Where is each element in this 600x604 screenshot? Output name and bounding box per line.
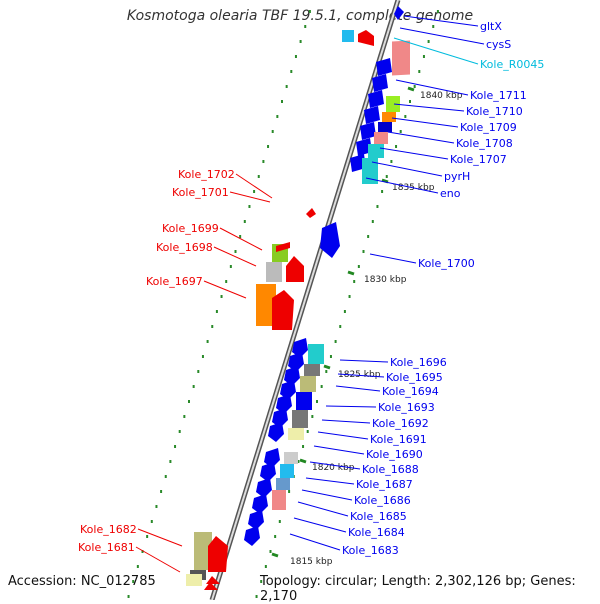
gene-kole-1711[interactable]	[376, 58, 392, 76]
gene-label-kole-1683: Kole_1683	[342, 544, 399, 557]
gene-label-kole-1695: Kole_1695	[386, 371, 443, 384]
gene-label-kole-1710: Kole_1710	[466, 105, 523, 118]
gene-cluster-left	[256, 208, 340, 330]
gene-label-kole-r0045: Kole_R0045	[480, 58, 544, 71]
gene-gltX[interactable]	[394, 6, 404, 20]
gene-kole-1682[interactable]	[194, 532, 212, 570]
gene-label-gltx: gltX	[480, 20, 502, 33]
gene-label-kole-1691: Kole_1691	[370, 433, 427, 446]
gene-label-kole-1707: Kole_1707	[450, 153, 507, 166]
gene-label-kole-1709: Kole_1709	[460, 121, 517, 134]
gene-label-kole-1700: Kole_1700	[418, 257, 475, 270]
kbp-label-1830: 1830 kbp	[364, 275, 407, 285]
gene-kole-1698[interactable]	[266, 262, 282, 282]
gene-kole-1700[interactable]	[320, 222, 340, 258]
gene-label-kole-1698: Kole_1698	[156, 241, 213, 254]
genome-title: Kosmotoga olearia TBF 19.5.1, complete g…	[126, 8, 474, 24]
kbp-label-1840: 1840 kbp	[420, 91, 463, 101]
gene-label-kole-1690: Kole_1690	[366, 448, 423, 461]
gene-label-kole-1686: Kole_1686	[354, 494, 411, 507]
gene-kole-1710[interactable]	[368, 90, 384, 108]
gene-label-kole-1699: Kole_1699	[162, 222, 219, 235]
gene-label-kole-1708: Kole_1708	[456, 137, 513, 150]
left-gene-labels: Kole_1702 Kole_1701 Kole_1699 Kole_1698 Kole…	[78, 168, 273, 573]
gene-kole-1701[interactable]	[306, 208, 316, 218]
gene-kole-1681[interactable]	[186, 574, 202, 586]
gene-cluster-lower	[244, 338, 324, 546]
gene-label-kole-1711: Kole_1711	[470, 89, 527, 102]
gene-label-kole-1697: Kole_1697	[146, 275, 203, 288]
gene-label-kole-1688: Kole_1688	[362, 463, 419, 476]
right-gene-labels: gltX cysS Kole_R0045 Kole_1711 Kole_1710 Kole…	[289, 15, 544, 557]
gene-label-kole-1685: Kole_1685	[350, 510, 407, 523]
gene-kole-1708[interactable]	[360, 122, 376, 140]
gene-kole-1709[interactable]	[364, 106, 380, 124]
gene-label-kole-1692: Kole_1692	[372, 417, 429, 430]
gene-kole-1697[interactable]	[256, 284, 276, 326]
gene-kole-1697b[interactable]	[272, 290, 294, 330]
gene-label-kole-1694: Kole_1694	[382, 385, 439, 398]
gene-cysS[interactable]	[342, 30, 354, 42]
gene-label-kole-1693: Kole_1693	[378, 401, 435, 414]
gene-label-kole-1687: Kole_1687	[356, 478, 413, 491]
accession-text: Accession: NC_012785	[8, 574, 156, 589]
gene-label-kole-1696: Kole_1696	[390, 356, 447, 369]
gene-top-red[interactable]	[358, 30, 374, 46]
gene-label-cyss: cysS	[486, 38, 511, 51]
gene-label-kole-1682: Kole_1682	[80, 523, 137, 536]
gene-kole-1698b[interactable]	[286, 256, 304, 282]
gene-kole-1711b[interactable]	[372, 74, 388, 92]
kbp-label-1820: 1820 kbp	[312, 463, 355, 473]
gene-label-kole-1681: Kole_1681	[78, 541, 135, 554]
gene-label-eno: eno	[440, 187, 461, 200]
gene-label-pyrh: pyrH	[444, 170, 470, 183]
gene-label-kole-1702: Kole_1702	[178, 168, 235, 181]
gene-label-kole-1684: Kole_1684	[348, 526, 405, 539]
tick-dots	[127, 10, 439, 598]
gene-label-kole-1701: Kole_1701	[172, 186, 229, 199]
kbp-label-1815: 1815 kbp	[290, 557, 333, 567]
gene-cluster-top	[342, 6, 410, 184]
gene-cluster-bottom	[186, 532, 228, 590]
